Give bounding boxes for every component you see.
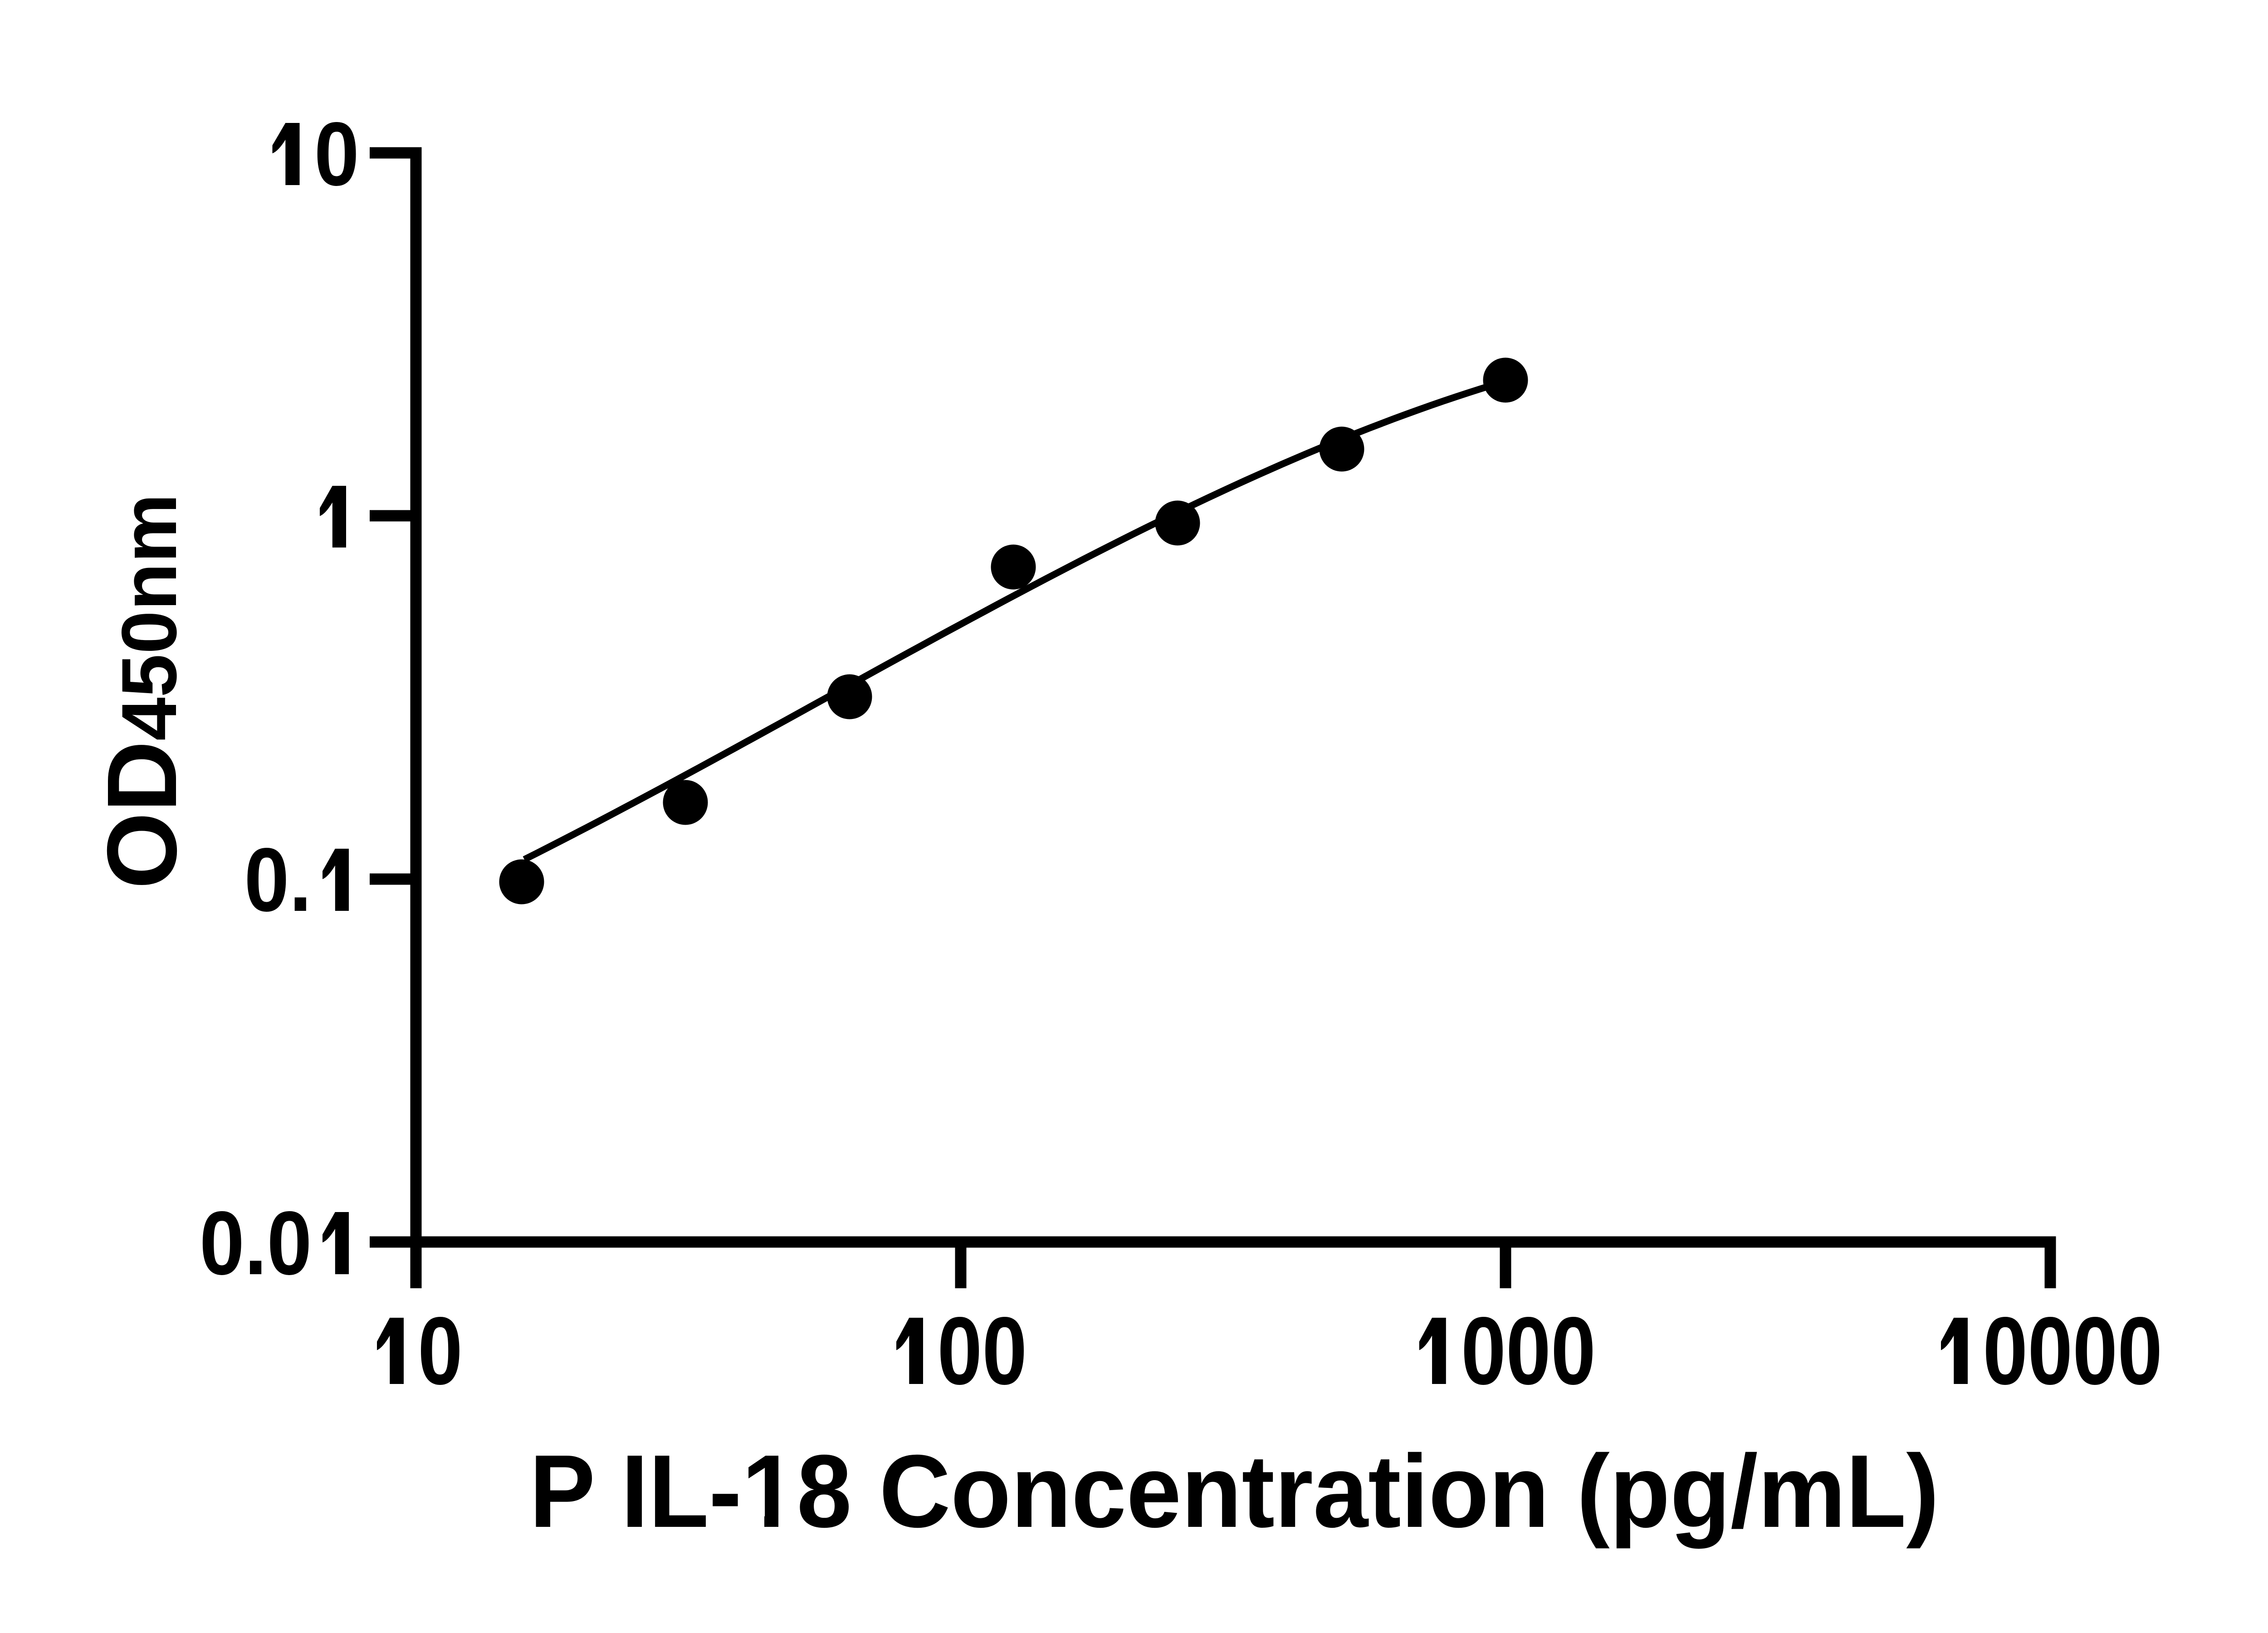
svg-text:0.0: 0.0: [200, 1193, 312, 1294]
svg-text:0.: 0.: [244, 830, 312, 930]
svg-text:000: 000: [1461, 1297, 1596, 1404]
svg-text:0: 0: [314, 104, 359, 205]
svg-text:0000: 0000: [1983, 1297, 2162, 1404]
svg-text:OD450nm: OD450nm: [87, 494, 197, 889]
svg-text:0: 0: [418, 1297, 463, 1404]
svg-text:P IL-18 Concentration (pg/mL): P IL-18 Concentration (pg/mL): [529, 1434, 1939, 1549]
svg-text:00: 00: [937, 1297, 1027, 1404]
